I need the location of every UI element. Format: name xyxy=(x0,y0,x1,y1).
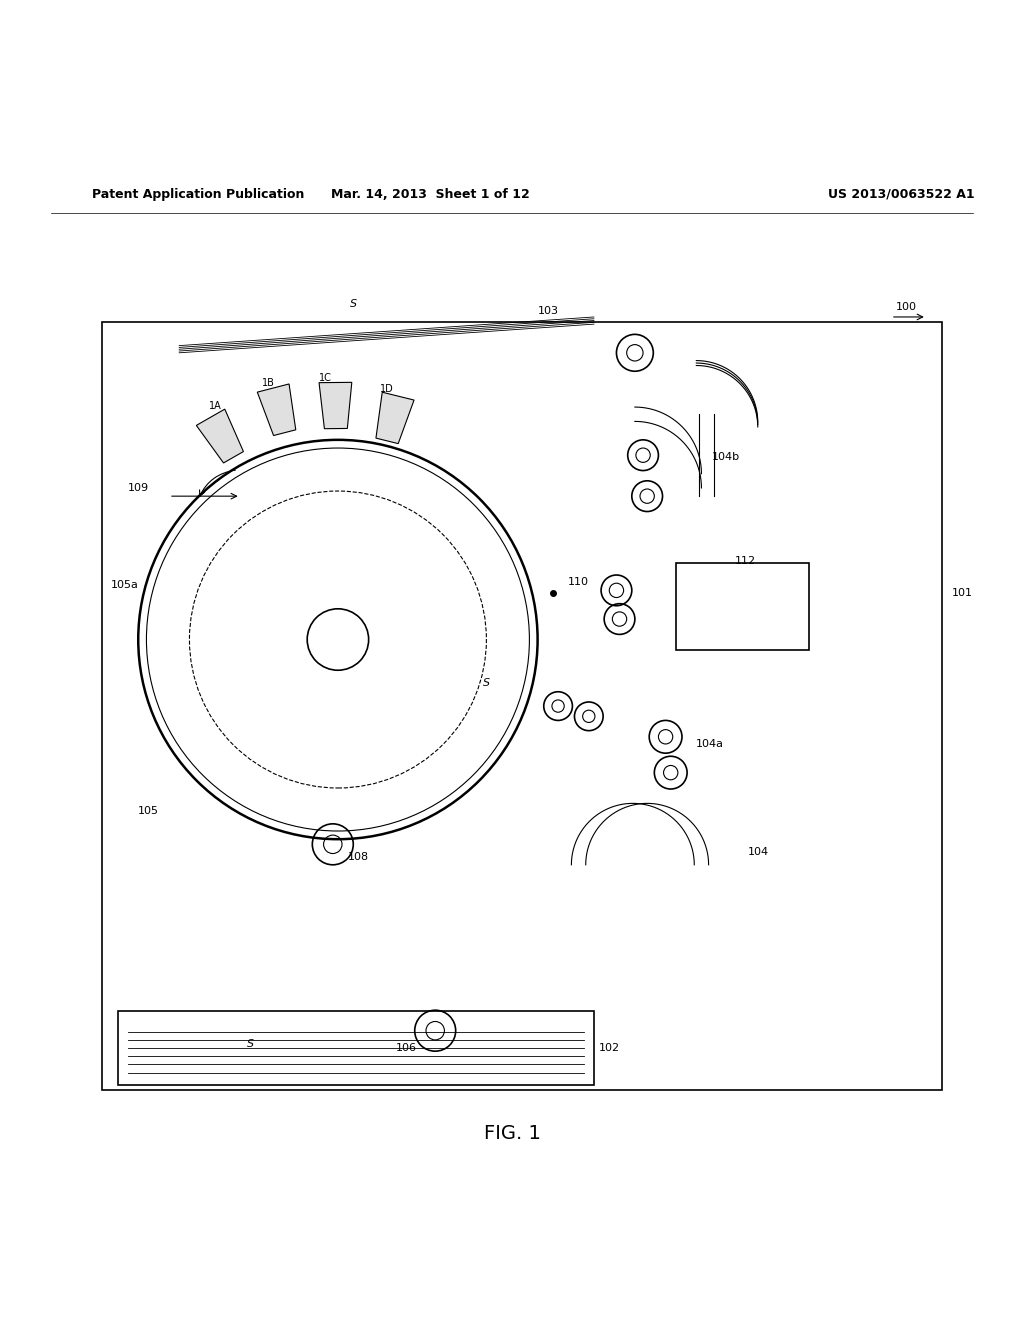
Text: 101: 101 xyxy=(952,589,974,598)
Text: 100: 100 xyxy=(896,302,918,312)
Text: 109: 109 xyxy=(127,483,148,494)
Text: 1A: 1A xyxy=(209,401,221,411)
FancyBboxPatch shape xyxy=(118,1011,594,1085)
Text: S: S xyxy=(483,677,489,688)
Text: 102: 102 xyxy=(599,1043,621,1053)
Text: 106: 106 xyxy=(396,1043,417,1053)
Text: 104a: 104a xyxy=(696,739,724,748)
Text: 104: 104 xyxy=(748,846,769,857)
Text: FIG. 1: FIG. 1 xyxy=(483,1123,541,1143)
Text: S: S xyxy=(350,298,356,309)
Text: 1C: 1C xyxy=(319,374,332,384)
Polygon shape xyxy=(257,384,296,436)
Text: Patent Application Publication: Patent Application Publication xyxy=(92,187,304,201)
Text: 110: 110 xyxy=(568,577,590,587)
Text: US 2013/0063522 A1: US 2013/0063522 A1 xyxy=(827,187,975,201)
Polygon shape xyxy=(197,409,244,463)
Text: Mar. 14, 2013  Sheet 1 of 12: Mar. 14, 2013 Sheet 1 of 12 xyxy=(331,187,529,201)
FancyBboxPatch shape xyxy=(676,562,809,649)
Text: 1B: 1B xyxy=(262,378,274,388)
Text: 103: 103 xyxy=(538,306,559,315)
Polygon shape xyxy=(376,392,414,444)
FancyBboxPatch shape xyxy=(102,322,942,1090)
Text: 1D: 1D xyxy=(380,384,394,393)
Text: 104b: 104b xyxy=(712,453,739,462)
Text: 112: 112 xyxy=(735,556,756,566)
Text: 108: 108 xyxy=(348,851,370,862)
Text: 105a: 105a xyxy=(111,581,138,590)
Polygon shape xyxy=(319,383,352,429)
Text: S: S xyxy=(248,1039,254,1049)
Text: 105: 105 xyxy=(137,805,159,816)
